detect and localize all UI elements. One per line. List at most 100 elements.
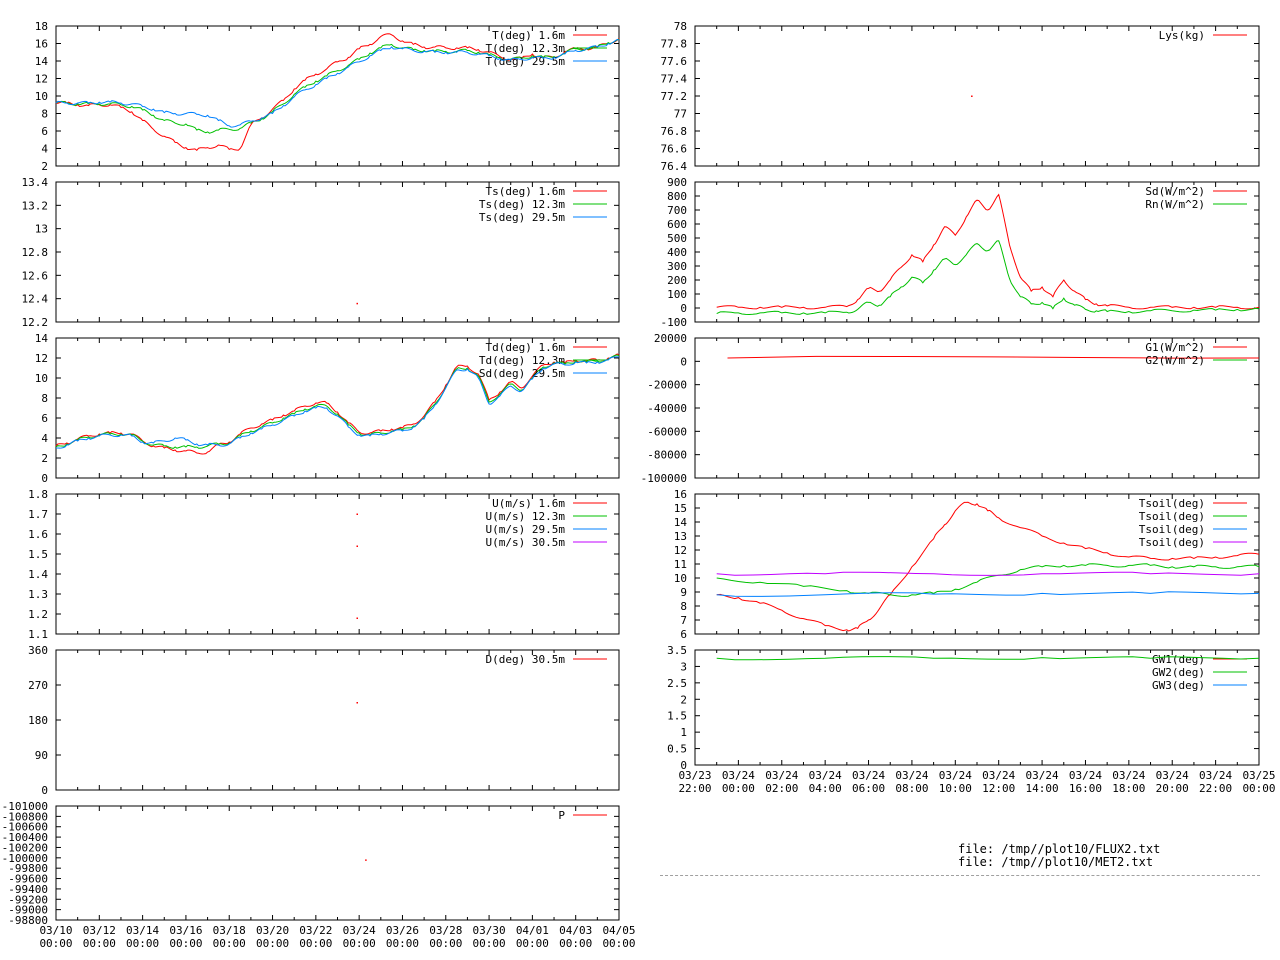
y-tick-label: -80000 (647, 449, 687, 462)
y-tick-label: 4 (41, 432, 48, 445)
x-tick-label-date: 03/24 (852, 769, 885, 782)
legend-label: Ts(deg) 12.3m (479, 198, 565, 211)
x-tick-label-time: 00:00 (559, 937, 592, 950)
y-tick-label: 12 (35, 352, 48, 365)
legend-label: T(deg) 29.5m (486, 55, 566, 68)
y-tick-label: 13.2 (22, 199, 49, 212)
y-tick-label: -99000 (8, 904, 48, 917)
x-tick-label-date: 03/24 (1156, 769, 1189, 782)
x-tick-label-time: 00:00 (83, 937, 116, 950)
x-tick-label-date: 03/18 (213, 924, 246, 937)
y-tick-label: 8 (41, 108, 48, 121)
y-tick-label: 6 (41, 412, 48, 425)
y-tick-label: -100200 (2, 841, 48, 854)
series-line-4 (716, 571, 1260, 576)
x-tick-label-time: 00:00 (386, 937, 419, 950)
legend-label: U(m/s) 29.5m (486, 523, 566, 536)
x-tick-label-date: 03/24 (809, 769, 842, 782)
panel-u: 1.11.21.31.41.51.61.71.8U(m/s) 1.6mU(m/s… (28, 488, 620, 641)
x-tick-label-time: 00:00 (256, 937, 289, 950)
legend-label: Tsoil(deg) (1139, 536, 1205, 549)
y-tick-label: 6 (41, 125, 48, 138)
y-tick-label: 14 (674, 516, 688, 529)
y-tick-label: 500 (667, 232, 687, 245)
y-tick-label: 10 (674, 572, 687, 585)
x-tick-label-date: 03/28 (429, 924, 462, 937)
y-tick-label: -99800 (8, 862, 48, 875)
y-tick-label: 2 (41, 452, 48, 465)
y-tick-label: -100 (661, 316, 688, 329)
legend-label: Td(deg) 12.3m (479, 354, 565, 367)
y-tick-label: 76.8 (661, 125, 688, 138)
series-line-2 (716, 240, 1260, 316)
x-tick-label-time: 20:00 (1156, 782, 1189, 795)
panel-g: -100000 -80000 -60000 -40000 -20000 0 20000 G1(… (641, 332, 1260, 485)
x-tick-label-date: 03/14 (126, 924, 159, 937)
series-line-3 (716, 591, 1260, 597)
x-tick-label-date: 04/01 (516, 924, 549, 937)
y-tick-label: 10 (35, 90, 48, 103)
y-tick-label: 90 (35, 749, 48, 762)
y-tick-label: 12.4 (22, 293, 49, 306)
y-tick-label: 11 (674, 558, 687, 571)
y-tick-label: 10 (35, 372, 48, 385)
legend-label: Ts(deg) 29.5m (479, 211, 565, 224)
x-tick-label-date: 03/24 (895, 769, 928, 782)
y-tick-label: 12 (35, 73, 48, 86)
panel-p: -101000-100800-100600-100400-100200-1000… (2, 800, 636, 950)
y-tick-label: 100 (667, 288, 687, 301)
y-tick-label: 78 (674, 20, 687, 33)
data-point (356, 702, 358, 704)
y-tick-label: 1.3 (28, 588, 48, 601)
x-tick-label-date: 03/24 (343, 924, 376, 937)
y-tick-label: 77 (674, 108, 687, 121)
y-tick-label: 6 (680, 628, 687, 641)
legend-label: GW1(deg) (1152, 653, 1205, 666)
legend-label: Tsoil(deg) (1139, 523, 1205, 536)
legend-label: Sd(W/m^2) (1145, 185, 1205, 198)
x-tick-label-time: 00:00 (343, 937, 376, 950)
y-tick-label: 0 (41, 472, 48, 485)
legend-label: U(m/s) 12.3m (486, 510, 566, 523)
y-tick-label: 900 (667, 176, 687, 189)
y-tick-label: 7 (680, 614, 687, 627)
legend-label: G1(W/m^2) (1145, 341, 1205, 354)
x-tick-label-time: 06:00 (852, 782, 885, 795)
y-tick-label: 12 (674, 544, 687, 557)
series-line-1 (55, 33, 620, 151)
y-tick-label: 1 (680, 726, 687, 739)
y-tick-label: 200 (667, 274, 687, 287)
data-point (971, 95, 973, 97)
series-line-1 (716, 193, 1260, 310)
x-tick-label-time: 00:00 (429, 937, 462, 950)
legend-label: P (558, 809, 565, 822)
x-tick-label-date: 03/23 (678, 769, 711, 782)
x-tick-label-time: 00:00 (602, 937, 635, 950)
x-tick-label-date: 03/24 (1026, 769, 1059, 782)
x-tick-label-date: 03/30 (473, 924, 506, 937)
x-tick-label-date: 03/24 (1112, 769, 1145, 782)
y-tick-label: 1.7 (28, 508, 48, 521)
x-tick-label-date: 03/25 (1242, 769, 1275, 782)
y-tick-label: 1.1 (28, 628, 48, 641)
series-line-2 (55, 38, 620, 134)
y-tick-label: 360 (28, 644, 48, 657)
x-tick-label-time: 16:00 (1069, 782, 1102, 795)
legend-label: Lys(kg) (1159, 29, 1205, 42)
y-tick-label: 77.6 (661, 55, 688, 68)
x-tick-label-date: 03/26 (386, 924, 419, 937)
y-tick-label: -100000 (641, 472, 687, 485)
panel-d: 0 90 180 270 360 D(deg) 30.5m (28, 644, 620, 797)
legend-label: T(deg) 12.3m (486, 42, 566, 55)
y-tick-label: 800 (667, 190, 687, 203)
y-tick-label: -20000 (647, 379, 687, 392)
x-tick-label-date: 03/24 (982, 769, 1015, 782)
y-tick-label: -99400 (8, 883, 48, 896)
panel-gw: 00.511.522.533.503/2322:0003/2400:0003/2… (667, 644, 1275, 795)
y-tick-label: 13 (674, 530, 687, 543)
data-point (356, 617, 358, 619)
y-tick-label: 600 (667, 218, 687, 231)
x-tick-label-time: 22:00 (1199, 782, 1232, 795)
